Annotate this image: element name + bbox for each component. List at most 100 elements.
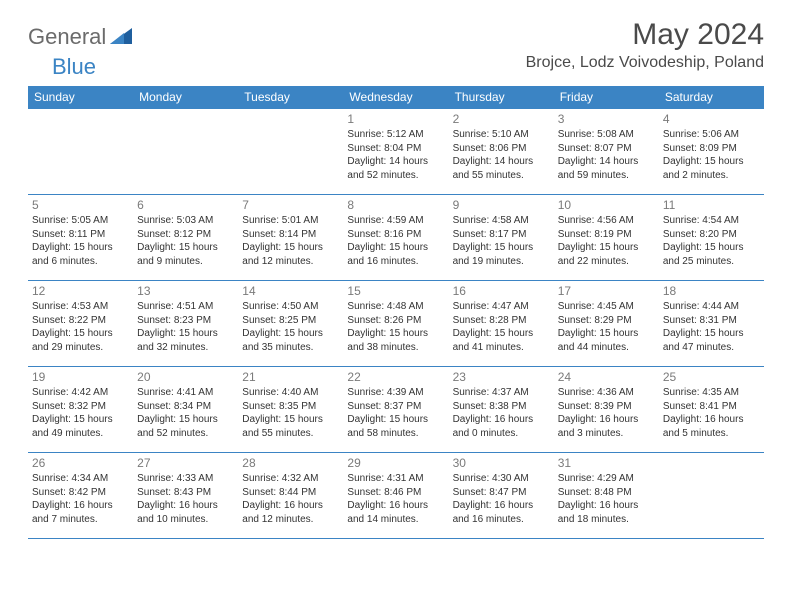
day-details: Sunrise: 4:45 AMSunset: 8:29 PMDaylight:… (558, 300, 655, 354)
calendar-row: 19Sunrise: 4:42 AMSunset: 8:32 PMDayligh… (28, 367, 764, 453)
day-number: 20 (137, 370, 234, 384)
day-details: Sunrise: 5:12 AMSunset: 8:04 PMDaylight:… (347, 128, 444, 182)
calendar-cell: 4 Sunrise: 5:06 AMSunset: 8:09 PMDaylight… (659, 109, 764, 195)
day-number: 13 (137, 284, 234, 298)
calendar-cell: 19Sunrise: 4:42 AMSunset: 8:32 PMDayligh… (28, 367, 133, 453)
calendar-cell: 11 Sunrise: 4:54 AMSunset: 8:20 PMDayligh… (659, 195, 764, 281)
calendar-row: 1 Sunrise: 5:12 AMSunset: 8:04 PMDaylight… (28, 109, 764, 195)
calendar-cell: 12Sunrise: 4:53 AMSunset: 8:22 PMDayligh… (28, 281, 133, 367)
day-number: 28 (242, 456, 339, 470)
calendar-cell: 23 Sunrise: 4:37 AMSunset: 8:38 PMDayligh… (449, 367, 554, 453)
day-details: Sunrise: 4:41 AMSunset: 8:34 PMDaylight:… (137, 386, 234, 440)
day-number: 14 (242, 284, 339, 298)
day-details: Sunrise: 4:29 AMSunset: 8:48 PMDaylight:… (558, 472, 655, 526)
calendar-row: 5 Sunrise: 5:05 AMSunset: 8:11 PMDaylight… (28, 195, 764, 281)
day-details: Sunrise: 4:42 AMSunset: 8:32 PMDaylight:… (32, 386, 129, 440)
brand-logo: General (28, 24, 134, 50)
weekday-header: Sunday (28, 86, 133, 109)
day-details: Sunrise: 4:56 AMSunset: 8:19 PMDaylight:… (558, 214, 655, 268)
weekday-header: Monday (133, 86, 238, 109)
day-details: Sunrise: 4:33 AMSunset: 8:43 PMDaylight:… (137, 472, 234, 526)
calendar-cell: 13 Sunrise: 4:51 AMSunset: 8:23 PMDayligh… (133, 281, 238, 367)
calendar-head: SundayMondayTuesdayWednesdayThursdayFrid… (28, 86, 764, 109)
day-details: Sunrise: 4:44 AMSunset: 8:31 PMDaylight:… (663, 300, 760, 354)
day-number: 11 (663, 198, 760, 212)
location: Brojce, Lodz Voivodeship, Poland (526, 54, 764, 72)
day-number: 26 (32, 456, 129, 470)
day-number: 31 (558, 456, 655, 470)
day-details: Sunrise: 5:06 AMSunset: 8:09 PMDaylight:… (663, 128, 760, 182)
day-number: 2 (453, 112, 550, 126)
day-number: 9 (453, 198, 550, 212)
calendar-cell (659, 453, 764, 539)
calendar-row: 12Sunrise: 4:53 AMSunset: 8:22 PMDayligh… (28, 281, 764, 367)
calendar-cell: 15 Sunrise: 4:48 AMSunset: 8:26 PMDayligh… (343, 281, 448, 367)
day-number: 15 (347, 284, 444, 298)
weekday-header: Tuesday (238, 86, 343, 109)
calendar-cell: 7Sunrise: 5:01 AMSunset: 8:14 PMDaylight… (238, 195, 343, 281)
calendar-cell: 9 Sunrise: 4:58 AMSunset: 8:17 PMDaylight… (449, 195, 554, 281)
day-number: 6 (137, 198, 234, 212)
calendar-cell: 2 Sunrise: 5:10 AMSunset: 8:06 PMDaylight… (449, 109, 554, 195)
calendar-cell: 28 Sunrise: 4:32 AMSunset: 8:44 PMDayligh… (238, 453, 343, 539)
calendar-cell: 26Sunrise: 4:34 AMSunset: 8:42 PMDayligh… (28, 453, 133, 539)
day-details: Sunrise: 4:31 AMSunset: 8:46 PMDaylight:… (347, 472, 444, 526)
weekday-header: Thursday (449, 86, 554, 109)
day-details: Sunrise: 4:30 AMSunset: 8:47 PMDaylight:… (453, 472, 550, 526)
calendar-body: 1 Sunrise: 5:12 AMSunset: 8:04 PMDaylight… (28, 109, 764, 539)
weekday-header: Friday (554, 86, 659, 109)
day-number: 21 (242, 370, 339, 384)
day-details: Sunrise: 4:32 AMSunset: 8:44 PMDaylight:… (242, 472, 339, 526)
day-details: Sunrise: 4:59 AMSunset: 8:16 PMDaylight:… (347, 214, 444, 268)
calendar-cell: 6 Sunrise: 5:03 AMSunset: 8:12 PMDaylight… (133, 195, 238, 281)
day-details: Sunrise: 4:58 AMSunset: 8:17 PMDaylight:… (453, 214, 550, 268)
day-details: Sunrise: 5:05 AMSunset: 8:11 PMDaylight:… (32, 214, 129, 268)
calendar-cell (238, 109, 343, 195)
calendar-cell: 1 Sunrise: 5:12 AMSunset: 8:04 PMDaylight… (343, 109, 448, 195)
calendar-cell: 20 Sunrise: 4:41 AMSunset: 8:34 PMDayligh… (133, 367, 238, 453)
day-number: 4 (663, 112, 760, 126)
calendar-cell: 24Sunrise: 4:36 AMSunset: 8:39 PMDayligh… (554, 367, 659, 453)
day-number: 17 (558, 284, 655, 298)
day-details: Sunrise: 4:50 AMSunset: 8:25 PMDaylight:… (242, 300, 339, 354)
calendar-cell: 25Sunrise: 4:35 AMSunset: 8:41 PMDayligh… (659, 367, 764, 453)
calendar-cell: 27 Sunrise: 4:33 AMSunset: 8:43 PMDayligh… (133, 453, 238, 539)
month-title: May 2024 (526, 18, 764, 52)
day-number: 18 (663, 284, 760, 298)
brand-part1: General (28, 24, 106, 50)
day-details: Sunrise: 4:47 AMSunset: 8:28 PMDaylight:… (453, 300, 550, 354)
calendar-cell: 17 Sunrise: 4:45 AMSunset: 8:29 PMDayligh… (554, 281, 659, 367)
day-details: Sunrise: 4:51 AMSunset: 8:23 PMDaylight:… (137, 300, 234, 354)
calendar-row: 26Sunrise: 4:34 AMSunset: 8:42 PMDayligh… (28, 453, 764, 539)
day-number: 22 (347, 370, 444, 384)
day-number: 27 (137, 456, 234, 470)
day-details: Sunrise: 5:03 AMSunset: 8:12 PMDaylight:… (137, 214, 234, 268)
day-details: Sunrise: 5:10 AMSunset: 8:06 PMDaylight:… (453, 128, 550, 182)
weekday-header: Wednesday (343, 86, 448, 109)
day-number: 10 (558, 198, 655, 212)
day-details: Sunrise: 4:37 AMSunset: 8:38 PMDaylight:… (453, 386, 550, 440)
day-details: Sunrise: 4:54 AMSunset: 8:20 PMDaylight:… (663, 214, 760, 268)
day-details: Sunrise: 4:53 AMSunset: 8:22 PMDaylight:… (32, 300, 129, 354)
calendar-cell: 10 Sunrise: 4:56 AMSunset: 8:19 PMDayligh… (554, 195, 659, 281)
day-number: 30 (453, 456, 550, 470)
day-number: 3 (558, 112, 655, 126)
day-number: 5 (32, 198, 129, 212)
day-number: 8 (347, 198, 444, 212)
calendar-cell (28, 109, 133, 195)
brand-triangle-icon (110, 26, 132, 49)
title-block: May 2024 Brojce, Lodz Voivodeship, Polan… (526, 18, 764, 72)
day-details: Sunrise: 5:08 AMSunset: 8:07 PMDaylight:… (558, 128, 655, 182)
calendar-cell: 21Sunrise: 4:40 AMSunset: 8:35 PMDayligh… (238, 367, 343, 453)
day-number: 23 (453, 370, 550, 384)
brand-part2: Blue (52, 54, 96, 80)
calendar-cell: 22 Sunrise: 4:39 AMSunset: 8:37 PMDayligh… (343, 367, 448, 453)
day-number: 29 (347, 456, 444, 470)
calendar-cell: 29 Sunrise: 4:31 AMSunset: 8:46 PMDayligh… (343, 453, 448, 539)
day-details: Sunrise: 4:48 AMSunset: 8:26 PMDaylight:… (347, 300, 444, 354)
calendar-cell: 30 Sunrise: 4:30 AMSunset: 8:47 PMDayligh… (449, 453, 554, 539)
calendar-cell: 18 Sunrise: 4:44 AMSunset: 8:31 PMDayligh… (659, 281, 764, 367)
day-details: Sunrise: 4:39 AMSunset: 8:37 PMDaylight:… (347, 386, 444, 440)
day-details: Sunrise: 4:35 AMSunset: 8:41 PMDaylight:… (663, 386, 760, 440)
day-number: 1 (347, 112, 444, 126)
